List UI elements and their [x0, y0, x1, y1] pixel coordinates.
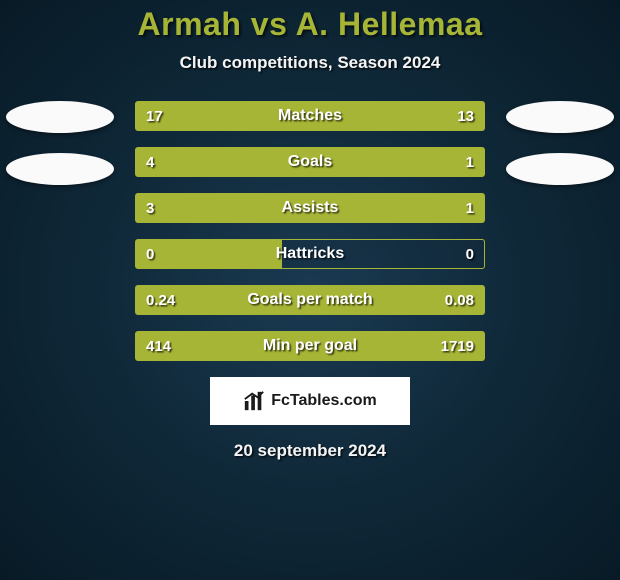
content-root: Armah vs A. Hellemaa Club competitions, …	[0, 0, 620, 461]
stat-value-left: 4	[136, 148, 164, 176]
stat-row: 4141719Min per goal	[135, 331, 485, 361]
player-right-avatar-1	[506, 101, 614, 133]
stat-row: 31Assists	[135, 193, 485, 223]
stat-value-left: 17	[136, 102, 173, 130]
stat-value-right: 0	[456, 240, 484, 268]
stat-value-right: 1	[456, 194, 484, 222]
stat-value-right: 13	[447, 102, 484, 130]
subtitle: Club competitions, Season 2024	[0, 53, 620, 73]
stat-value-right: 0.08	[435, 286, 484, 314]
stat-value-left: 414	[136, 332, 181, 360]
bars-container: 1713Matches41Goals31Assists00Hattricks0.…	[135, 101, 485, 361]
stat-value-right: 1719	[431, 332, 484, 360]
stat-value-left: 0.24	[136, 286, 185, 314]
stat-fill-left	[136, 194, 397, 222]
brand-chart-icon	[243, 390, 265, 412]
stat-row: 1713Matches	[135, 101, 485, 131]
page-title: Armah vs A. Hellemaa	[0, 6, 620, 43]
stat-row: 0.240.08Goals per match	[135, 285, 485, 315]
stat-fill-left	[136, 148, 397, 176]
stat-row: 00Hattricks	[135, 239, 485, 269]
stat-value-left: 0	[136, 240, 164, 268]
player-left-avatar-1	[6, 101, 114, 133]
brand-text: FcTables.com	[271, 392, 377, 410]
footer-date: 20 september 2024	[0, 441, 620, 461]
player-left-avatar-2	[6, 153, 114, 185]
stats-area: 1713Matches41Goals31Assists00Hattricks0.…	[0, 101, 620, 361]
stat-value-left: 3	[136, 194, 164, 222]
player-right-avatar-2	[506, 153, 614, 185]
stat-value-right: 1	[456, 148, 484, 176]
brand-badge: FcTables.com	[210, 377, 410, 425]
stat-row: 41Goals	[135, 147, 485, 177]
